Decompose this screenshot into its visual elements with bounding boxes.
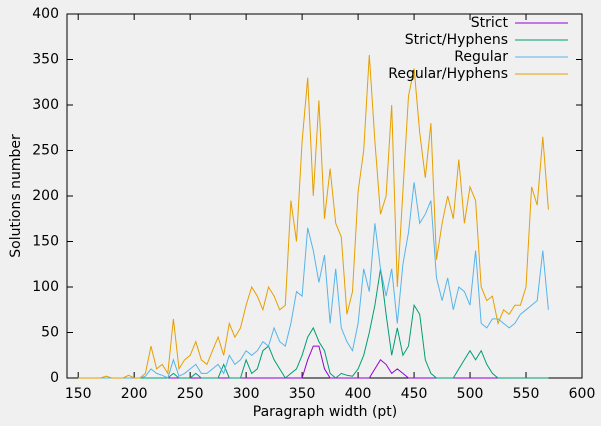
- x-tick-label: 300: [233, 386, 260, 402]
- y-tick-label: 300: [32, 97, 59, 113]
- legend-label: Regular: [454, 49, 508, 65]
- x-tick-label: 250: [177, 386, 204, 402]
- y-tick-label: 250: [32, 143, 59, 159]
- y-tick-label: 200: [32, 188, 59, 204]
- y-tick-label: 400: [32, 6, 59, 22]
- y-tick-label: 100: [32, 279, 59, 295]
- x-tick-label: 550: [513, 386, 540, 402]
- x-tick-label: 600: [569, 386, 596, 402]
- x-tick-label: 350: [289, 386, 316, 402]
- y-tick-label: 0: [50, 370, 59, 386]
- y-tick-label: 50: [41, 325, 59, 341]
- x-tick-label: 400: [345, 386, 372, 402]
- series-line: [78, 182, 549, 379]
- legend-label: Strict: [471, 15, 509, 31]
- series-line: [78, 268, 549, 379]
- series-line: [78, 54, 549, 379]
- y-axis-label: Solutions number: [8, 134, 24, 258]
- x-tick-label: 450: [401, 386, 428, 402]
- x-tick-label: 150: [65, 386, 92, 402]
- x-axis-label: Paragraph width (pt): [253, 404, 398, 420]
- legend-label: Strict/Hyphens: [405, 32, 508, 48]
- legend-label: Regular/Hyphens: [388, 66, 508, 82]
- x-tick-label: 500: [457, 386, 484, 402]
- series-line: [78, 345, 549, 379]
- y-tick-label: 150: [32, 234, 59, 250]
- y-tick-label: 350: [32, 52, 59, 68]
- x-tick-label: 200: [121, 386, 148, 402]
